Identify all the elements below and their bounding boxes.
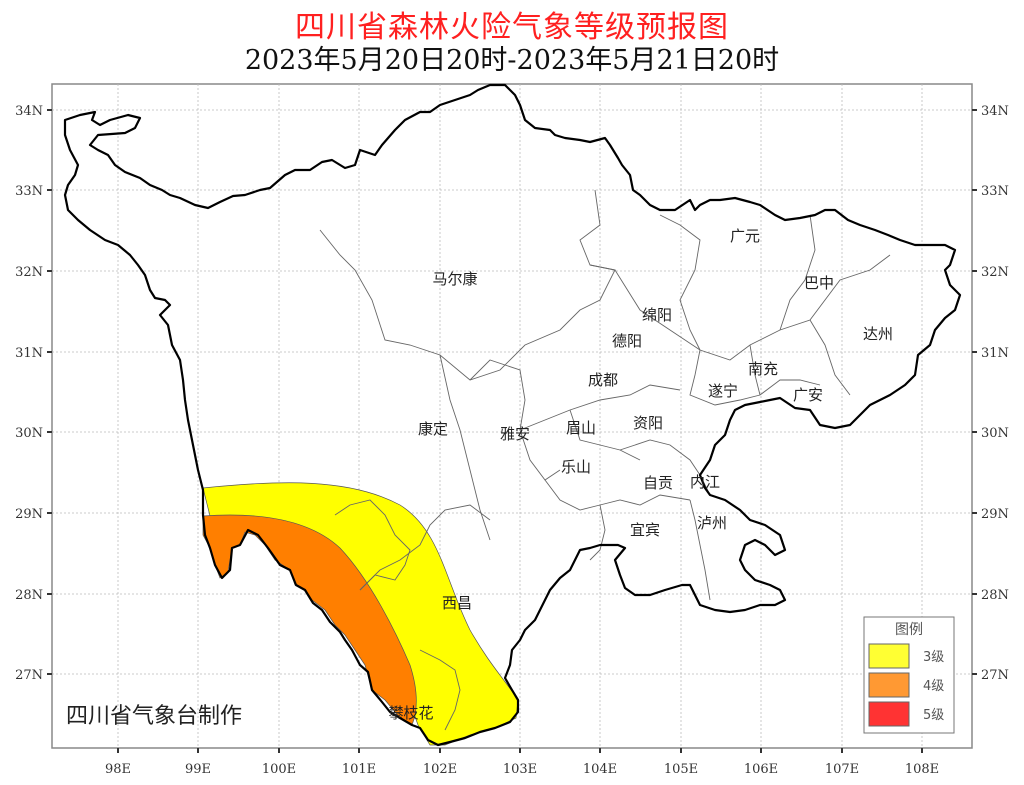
city-label: 马尔康 (432, 270, 477, 288)
y-tick-label: 30N (15, 426, 43, 441)
city-label: 资阳 (633, 414, 663, 432)
y-tick-label: 32N (15, 265, 43, 280)
city-labels: 马尔康 广元 巴中 绵阳 德阳 达州 成都 南充 遂宁 广安 康定 雅安 眉山 … (388, 227, 893, 722)
prefecture-boundaries (319, 189, 891, 731)
sichuan-province-border (63, 83, 962, 747)
map-frame (51, 83, 973, 749)
y-tick-label: 27N (981, 668, 1009, 683)
city-label: 康定 (418, 420, 448, 438)
map-title: 四川省森林火险气象等级预报图 (295, 10, 729, 45)
y-tick-label: 34N (981, 104, 1009, 119)
legend-label: 3级 (923, 650, 944, 665)
city-label: 遂宁 (708, 382, 738, 400)
x-tick-label: 108E (905, 762, 939, 777)
city-label: 自贡 (643, 474, 673, 492)
legend-swatch-level3 (868, 643, 910, 669)
x-tick-label: 102E (423, 762, 457, 777)
y-tick-label: 33N (15, 184, 43, 199)
x-tick-label: 105E (664, 762, 698, 777)
city-label: 成都 (588, 371, 618, 389)
city-label: 绵阳 (642, 306, 672, 324)
city-label: 西昌 (442, 594, 472, 612)
y-tick-label: 32N (981, 265, 1009, 280)
city-label: 广元 (730, 227, 760, 245)
city-label: 泸州 (697, 514, 727, 532)
y-tick-label: 29N (981, 507, 1009, 522)
legend-label: 4级 (923, 679, 944, 694)
y-tick-label: 28N (981, 588, 1009, 603)
y-tick-label: 34N (15, 104, 43, 119)
forecast-period: 2023年5月20日20时-2023年5月21日20时 (244, 45, 780, 76)
legend: 图例 3级 4级 5级 (863, 616, 955, 734)
x-tick-label: 101E (342, 762, 376, 777)
city-label: 攀枝花 (388, 704, 433, 722)
x-tick-label: 106E (744, 762, 778, 777)
x-tick-label: 107E (825, 762, 859, 777)
producer-credit: 四川省气象台制作 (66, 704, 242, 729)
x-tick-label: 100E (262, 762, 296, 777)
city-label: 乐山 (561, 458, 591, 476)
city-label: 宜宾 (630, 521, 660, 539)
city-label: 巴中 (804, 274, 834, 292)
y-axis-left: 34N 33N 32N 31N 30N 29N 28N 27N (15, 104, 52, 683)
city-label: 南充 (748, 360, 778, 378)
city-label: 达州 (863, 325, 893, 343)
city-label: 雅安 (500, 425, 530, 443)
x-tick-label: 104E (583, 762, 617, 777)
y-tick-label: 28N (15, 588, 43, 603)
y-tick-label: 29N (15, 507, 43, 522)
legend-swatch-level5 (868, 701, 910, 727)
y-tick-label: 27N (15, 668, 43, 683)
city-label: 广安 (793, 386, 823, 404)
city-label: 眉山 (566, 419, 596, 437)
city-label: 德阳 (612, 332, 642, 350)
y-tick-label: 30N (981, 426, 1009, 441)
x-tick-label: 103E (503, 762, 537, 777)
legend-swatch-level4 (868, 672, 910, 698)
y-axis-right: 34N 33N 32N 31N 30N 29N 28N 27N (972, 104, 1009, 683)
y-tick-label: 31N (981, 346, 1009, 361)
legend-title: 图例 (895, 622, 923, 638)
x-axis: 98E 99E 100E 101E 102E 103E 104E 105E 10… (105, 748, 939, 777)
x-tick-label: 99E (185, 762, 211, 777)
y-tick-label: 33N (981, 184, 1009, 199)
x-tick-label: 98E (105, 762, 131, 777)
y-tick-label: 31N (15, 346, 43, 361)
legend-label: 5级 (923, 708, 944, 723)
city-label: 内江 (690, 473, 720, 491)
